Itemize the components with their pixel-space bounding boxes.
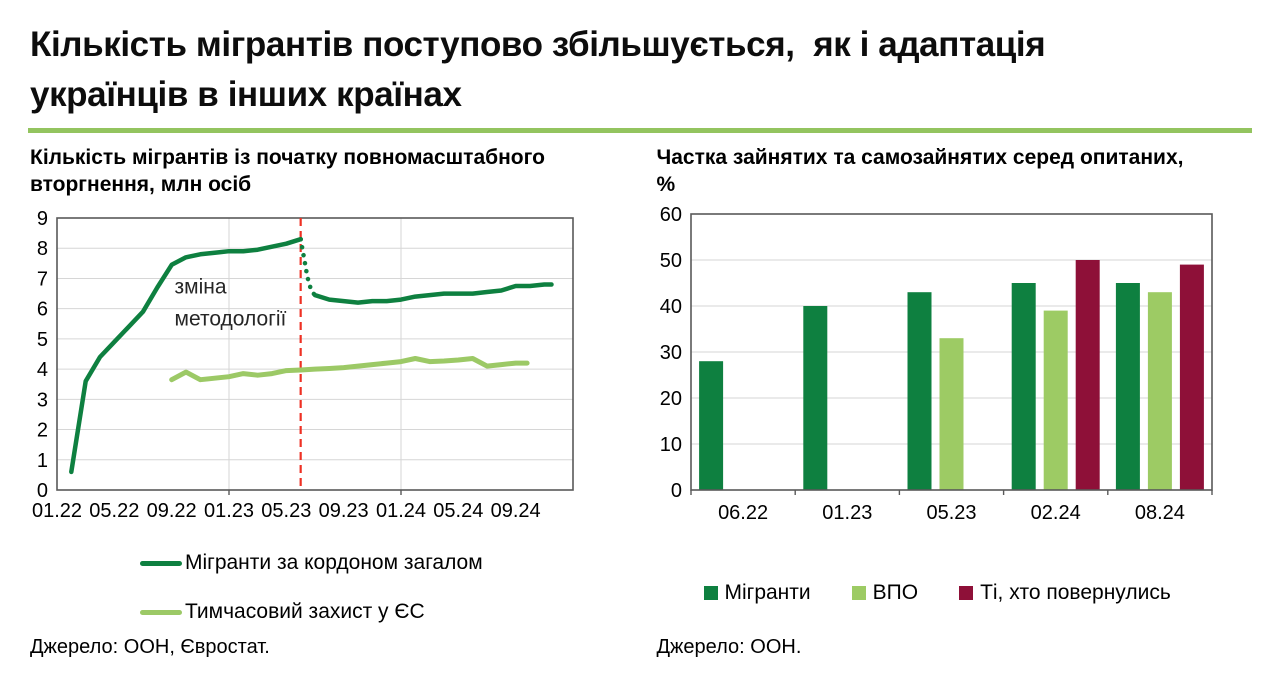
- legend-line-swatch: [140, 609, 182, 615]
- legend-item: Мігранти за кордоном загалом: [140, 551, 624, 575]
- bar-01.23-0: [802, 306, 827, 491]
- legend-item: Мігранти: [703, 581, 811, 605]
- y-axis-label: 20: [659, 388, 681, 410]
- x-axis-label: 05.23: [926, 502, 976, 524]
- x-axis-label: 09.23: [319, 500, 369, 522]
- series-line-0: [69, 237, 303, 475]
- legend-square-swatch: [959, 586, 974, 601]
- page-title-line-1: Кількість мігрантів поступово збільшуєть…: [30, 25, 1046, 64]
- x-axis-label: 05.24: [433, 500, 483, 522]
- y-axis-label: 4: [37, 359, 48, 381]
- right-chart-panel: Частка зайнятих та самозайнятих серед оп…: [657, 145, 1251, 675]
- y-axis-label: 2: [37, 420, 48, 442]
- y-axis-label: 10: [659, 434, 681, 456]
- methodology-annotation-line-1: зміна: [175, 276, 227, 299]
- bar-02.24-0: [1011, 283, 1036, 491]
- x-axis-label: 01.24: [376, 500, 426, 522]
- legend-square-swatch: [703, 586, 718, 601]
- line-chart-legend: Мігранти за кордоном загалом Тимчасовий з…: [140, 551, 624, 624]
- legend-label: Тимчасовий захист у ЄС: [185, 600, 425, 624]
- legend-label: ВПО: [872, 581, 919, 605]
- legend-line-swatch: [140, 560, 182, 566]
- line-chart-svg: зміна методології 0 1 2 3 4 5 6 7 8 9 01.22 05.22 09.2…: [32, 208, 574, 522]
- bar-08.24-0: [1115, 283, 1140, 491]
- left-chart-panel: Кількість мігрантів із початку повномасш…: [30, 145, 624, 675]
- series-line-2: [312, 282, 554, 305]
- y-axis-label: 30: [659, 342, 681, 364]
- y-axis-label: 6: [37, 299, 48, 321]
- page-title-line-2: українців в інших країнах: [30, 74, 462, 114]
- x-axis-label: 02.24: [1030, 502, 1080, 524]
- x-axis-label: 06.22: [718, 502, 768, 524]
- x-axis-label: 08.24: [1134, 502, 1184, 524]
- legend-label: Ті, хто повернулись: [980, 581, 1171, 605]
- legend-item: Тимчасовий захист у ЄС: [140, 600, 624, 624]
- x-axis-label: 01.23: [822, 502, 872, 524]
- y-axis-label: 1: [37, 450, 48, 472]
- bar-05.23-0: [907, 292, 931, 491]
- bar-08.24-1: [1147, 292, 1172, 491]
- title-divider: [28, 128, 1252, 134]
- series-line-1: [298, 237, 318, 298]
- right-source: Джерело: ООН.: [656, 636, 802, 659]
- x-axis-label: 09.22: [147, 500, 197, 522]
- bar-05.23-1: [939, 338, 963, 491]
- legend-item: Ті, хто повернулись: [959, 581, 1171, 605]
- y-axis-label: 40: [659, 296, 681, 318]
- y-axis-label: 60: [659, 207, 681, 226]
- bar-chart-svg: 0 10 20 30 40 50 60 06.22 01.23 05.23 02.24 08.24: [659, 207, 1213, 524]
- bar-06.22-0: [698, 361, 723, 491]
- x-axis-label: 01.22: [32, 500, 82, 522]
- bar-02.24-1: [1043, 310, 1068, 491]
- right-chart-title: Частка зайнятих та самозайнятих серед оп…: [656, 146, 1184, 197]
- series-line-3: [169, 356, 530, 383]
- charts-row: Кількість мігрантів із початку повномасш…: [0, 133, 1280, 675]
- legend-label: Мігранти: [724, 581, 811, 605]
- legend-item: ВПО: [851, 581, 919, 605]
- bar-02.24-2: [1075, 260, 1100, 491]
- methodology-annotation-line-2: методології: [175, 307, 287, 330]
- x-axis-label: 05.22: [89, 500, 139, 522]
- x-axis-label: 01.23: [204, 500, 254, 522]
- left-chart-title: Кількість мігрантів із початку повномасш…: [30, 146, 545, 197]
- y-axis-label: 50: [659, 250, 681, 272]
- plot-border: [689, 213, 1213, 491]
- x-axis-label: 05.23: [261, 500, 311, 522]
- legend-label: Мігранти за кордоном загалом: [185, 551, 483, 575]
- legend-square-swatch: [851, 586, 866, 601]
- plot-border: [56, 217, 574, 491]
- left-source: Джерело: ООН, Євростат.: [30, 636, 270, 659]
- y-axis-label: 3: [37, 389, 48, 411]
- y-axis-label: 8: [37, 238, 48, 260]
- y-axis-label: 0: [670, 480, 681, 502]
- x-axis-label: 09.24: [491, 500, 541, 522]
- y-axis-label: 5: [37, 329, 48, 351]
- page-title: Кількість мігрантів поступово збільшуєть…: [0, 0, 1280, 119]
- bar-chart-legend: Мігранти ВПО Ті, хто повернулись: [703, 581, 1251, 605]
- y-axis-label: 9: [37, 208, 48, 230]
- y-axis-label: 0: [37, 480, 48, 502]
- y-axis-label: 7: [37, 269, 48, 291]
- bar-08.24-2: [1179, 264, 1204, 491]
